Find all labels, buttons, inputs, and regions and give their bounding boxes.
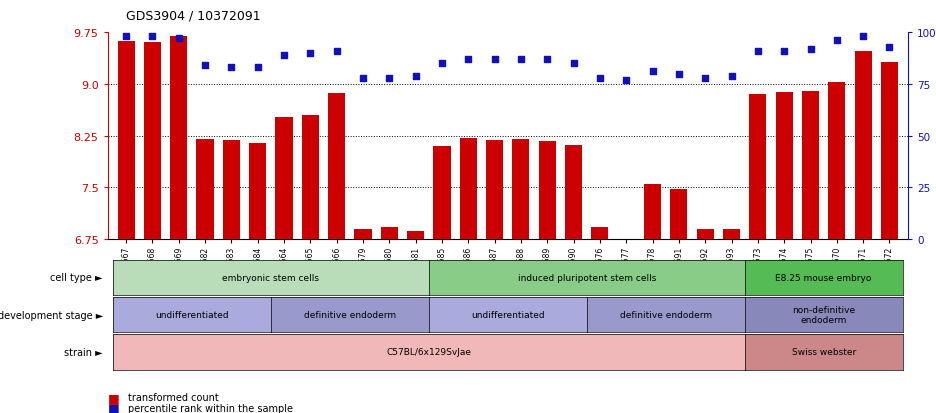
Bar: [644, 185, 661, 240]
Text: cell type ►: cell type ►: [51, 273, 103, 283]
Text: ■: ■: [108, 401, 124, 413]
Point: [829, 38, 844, 45]
Text: embryonic stem cells: embryonic stem cells: [223, 273, 319, 282]
Bar: [144, 43, 161, 240]
Text: GDS3904 / 10372091: GDS3904 / 10372091: [126, 10, 261, 23]
Text: definitive endoderm: definitive endoderm: [304, 311, 396, 319]
Bar: [512, 140, 530, 240]
Point: [856, 34, 870, 40]
Bar: [118, 42, 135, 240]
Point: [329, 48, 344, 55]
Point: [382, 75, 397, 82]
Point: [724, 73, 739, 80]
Point: [356, 75, 371, 82]
Point: [250, 65, 265, 71]
Point: [540, 57, 555, 63]
Point: [777, 48, 792, 55]
Point: [408, 73, 423, 80]
Bar: [723, 229, 740, 240]
Point: [882, 44, 897, 51]
Text: E8.25 mouse embryo: E8.25 mouse embryo: [776, 273, 871, 282]
Bar: [223, 141, 240, 240]
Point: [803, 46, 818, 53]
Point: [619, 77, 634, 84]
Bar: [565, 145, 582, 240]
Text: strain ►: strain ►: [65, 347, 103, 357]
Text: definitive endoderm: definitive endoderm: [620, 311, 711, 319]
Bar: [355, 229, 372, 240]
Bar: [539, 142, 556, 240]
Bar: [670, 189, 687, 240]
Bar: [881, 63, 898, 240]
Bar: [329, 94, 345, 240]
Point: [171, 36, 186, 43]
Point: [514, 57, 529, 63]
Text: ■: ■: [108, 391, 124, 404]
Point: [434, 61, 449, 67]
Point: [487, 57, 502, 63]
Point: [224, 65, 239, 71]
Point: [751, 48, 766, 55]
Bar: [802, 92, 819, 240]
Text: transformed count: transformed count: [128, 392, 219, 402]
Bar: [828, 83, 845, 240]
Bar: [249, 143, 266, 240]
Point: [197, 63, 212, 69]
Bar: [301, 116, 319, 240]
Text: C57BL/6x129SvJae: C57BL/6x129SvJae: [387, 348, 472, 356]
Bar: [696, 229, 714, 240]
Bar: [275, 118, 293, 240]
Point: [671, 71, 686, 78]
Bar: [197, 140, 213, 240]
Bar: [407, 231, 424, 240]
Point: [461, 57, 475, 63]
Text: undifferentiated: undifferentiated: [471, 311, 545, 319]
Text: undifferentiated: undifferentiated: [155, 311, 228, 319]
Text: development stage ►: development stage ►: [0, 310, 103, 320]
Bar: [486, 141, 504, 240]
Point: [145, 34, 160, 40]
Text: percentile rank within the sample: percentile rank within the sample: [128, 403, 293, 413]
Point: [276, 52, 291, 59]
Text: non-definitive
endoderm: non-definitive endoderm: [792, 305, 856, 325]
Text: Swiss webster: Swiss webster: [792, 348, 856, 356]
Bar: [592, 227, 608, 240]
Bar: [381, 227, 398, 240]
Point: [303, 50, 318, 57]
Point: [592, 75, 607, 82]
Bar: [855, 52, 871, 240]
Bar: [618, 240, 635, 244]
Bar: [776, 93, 793, 240]
Point: [697, 75, 712, 82]
Point: [645, 69, 660, 76]
Bar: [750, 95, 767, 240]
Point: [566, 61, 581, 67]
Text: induced pluripotent stem cells: induced pluripotent stem cells: [518, 273, 656, 282]
Point: [119, 34, 134, 40]
Bar: [170, 36, 187, 240]
Bar: [460, 138, 476, 240]
Bar: [433, 147, 450, 240]
